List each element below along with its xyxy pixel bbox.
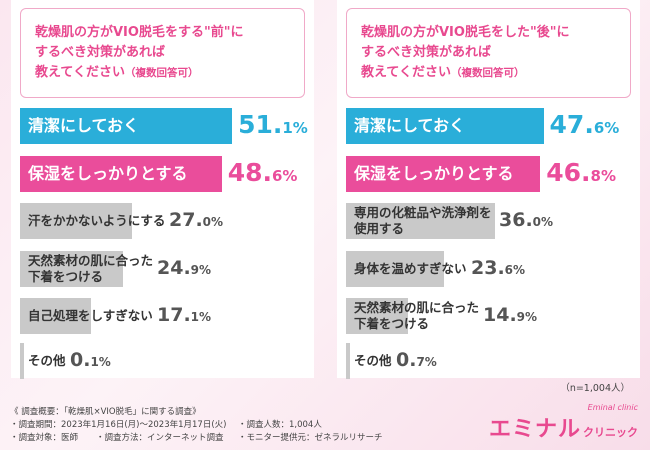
value-label: 14. 9% [483,298,537,334]
value-label: 48. 6% [228,156,298,192]
footer-method: ・調査方法：インターネット調査 [96,433,224,443]
bar [20,343,24,379]
bar-row: 清潔にしておく 47. 6% [346,108,636,144]
bar [346,251,444,287]
bar-row: 天然素材の肌に合った 下着をつける 24. 9% [20,251,310,287]
bar-label: 清潔にしておく [354,116,466,135]
value-decimal: 9% [516,310,538,324]
value-integer: 47. [549,110,594,139]
clinic-logo: Eminal clinic エミナル クリニック [488,403,638,442]
footer-provider: ・モニター提供元：ゼネラルリサーチ [238,433,383,443]
value-label: 23. 6% [471,251,525,287]
value-integer: 0. [70,349,91,371]
bar [20,251,124,287]
bar-row: 清潔にしておく 51. 1% [20,108,310,144]
bar-row: 身体を温めすぎない 23. 6% [346,251,636,287]
bar-row: その他 0. 7% [346,343,636,379]
bar [20,156,222,192]
logo-english: Eminal clinic [587,403,638,412]
bar [346,156,541,192]
question-box: 乾燥肌の方がVIO脱毛をした"後"に するべき対策があれば 教えてください（複数… [346,8,631,98]
value-decimal: 9% [190,263,212,277]
footer-target: ・調査対象：医師 [10,433,79,443]
value-label: 17. 1% [157,298,211,334]
footer-period: ・調査期間：2023年1月16日(月)～2023年1月17日(火) [10,420,227,430]
value-integer: 23. [471,257,505,279]
bar [346,203,496,239]
bar-label: 専用の化粧品や洗浄剤を 使用する [354,205,492,236]
bar [346,298,408,334]
value-decimal: 6% [504,263,526,277]
question-text: 乾燥肌の方がVIO脱毛をした"後"に するべき対策があれば 教えてください（複数… [361,25,570,80]
bar-label: 身体を温めすぎない [354,261,467,276]
logo-sub-text: クリニック [583,426,638,439]
bar-row: 天然素材の肌に合った 下着をつける 14. 9% [346,298,636,334]
value-decimal: 6% [271,167,298,185]
value-label: 27. 0% [169,203,223,239]
bar-label: その他 [28,353,66,368]
bar-label: 天然素材の肌に合った 下着をつける [28,253,154,284]
value-decimal: 1% [282,119,308,137]
bar-label: 天然素材の肌に合った 下着をつける [354,300,480,331]
value-decimal: 1% [190,310,212,324]
bar-label: 清潔にしておく [28,116,140,135]
value-integer: 46. [546,158,591,187]
value-integer: 0. [396,349,417,371]
value-integer: 17. [157,304,191,326]
question-text: 乾燥肌の方がVIO脱毛をする"前"に するべき対策があれば 教えてください（複数… [35,25,244,80]
bar [20,108,233,144]
footer-count: ・調査人数：1,004人 [238,420,322,430]
value-decimal: 0% [202,215,224,229]
footer-title: 《 調査概要：「乾燥肌×VIO脱毛」に関する調査》 [10,407,201,417]
bar-row: その他 0. 1% [20,343,310,379]
value-label: 36. 0% [499,203,553,239]
value-label: 0. 7% [396,343,437,379]
bar [20,203,133,239]
bar-row: 保湿をしっかりとする 48. 6% [20,156,310,192]
value-label: 24. 9% [157,251,211,287]
value-decimal: 8% [590,167,616,185]
value-decimal: 1% [90,355,111,369]
value-decimal: 7% [416,355,437,369]
value-decimal: 6% [593,119,620,137]
value-integer: 24. [157,257,191,279]
bar-label: 自己処理をしすぎない [28,308,153,323]
value-label: 51. 1% [238,108,308,144]
value-label: 46. 8% [546,156,616,192]
bar [346,108,544,144]
bar-row: 保湿をしっかりとする 46. 8% [346,156,636,192]
chart-panel-after: 乾燥肌の方がVIO脱毛をした"後"に するべき対策があれば 教えてください（複数… [337,0,640,379]
bar-label: 保湿をしっかりとする [354,164,514,183]
bar [346,343,350,379]
bar-row: 専用の化粧品や洗浄剤を 使用する 36. 0% [346,203,636,239]
logo-main-text: エミナル [488,417,581,442]
chart-panel-before: 乾燥肌の方がVIO脱毛をする"前"に するべき対策があれば 教えてください（複数… [11,0,314,379]
value-integer: 14. [483,304,517,326]
value-label: 47. 6% [550,108,620,144]
value-decimal: 0% [532,215,554,229]
bar [20,298,91,334]
bar-row: 汗をかかないようにする 27. 0% [20,203,310,239]
bar-label: 汗をかかないようにする [28,213,166,228]
value-integer: 51. [238,110,283,139]
sample-size: （n=1,004人） [560,383,630,394]
value-integer: 36. [499,209,533,231]
bar-row: 自己処理をしすぎない 17. 1% [20,298,310,334]
question-box: 乾燥肌の方がVIO脱毛をする"前"に するべき対策があれば 教えてください（複数… [20,8,305,98]
bar-label: その他 [354,353,392,368]
value-label: 0. 1% [70,343,111,379]
bar-label: 保湿をしっかりとする [28,164,188,183]
value-integer: 48. [227,158,272,187]
value-integer: 27. [169,209,203,231]
